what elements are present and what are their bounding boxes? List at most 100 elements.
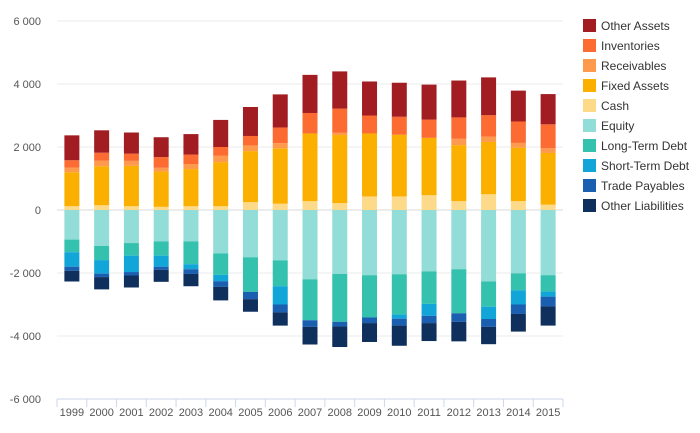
bar-segment	[332, 326, 348, 348]
bar-segment	[481, 318, 497, 327]
bar-segment	[183, 264, 199, 270]
bar-segment	[153, 269, 169, 282]
legend-label: Long-Term Debt	[601, 139, 688, 153]
bar-segment	[123, 243, 139, 256]
bar-segment	[332, 71, 348, 109]
bar-segment	[362, 317, 378, 324]
bar-segment	[481, 194, 497, 210]
bar-segment	[153, 206, 169, 210]
x-tick-label: 2001	[119, 407, 143, 419]
bar-segment	[94, 130, 110, 153]
legend-swatch	[583, 39, 596, 52]
bar-segment	[451, 313, 467, 322]
legend-swatch	[583, 19, 596, 32]
legend-label: Cash	[601, 99, 629, 113]
bar-segment	[242, 210, 258, 258]
bar-segment	[94, 205, 110, 210]
bar-segment	[213, 119, 229, 147]
bar-segment	[213, 281, 229, 287]
bar-segment	[64, 206, 80, 210]
bar-segment	[123, 255, 139, 273]
bar-segment	[302, 112, 318, 134]
x-tick-label: 2014	[506, 407, 530, 419]
bar-segment	[481, 115, 497, 137]
bar-segment	[242, 135, 258, 146]
bar-segment	[332, 108, 348, 133]
bar-segment	[213, 162, 229, 207]
x-axis: 1999 2000 2001 2002 2003 2004 2005 2006 2007 2008…	[56, 398, 564, 419]
legend-swatch	[583, 139, 596, 152]
bar-segment	[362, 275, 378, 318]
bar-segment	[451, 210, 467, 270]
y-tick-label: 2 000	[13, 142, 41, 154]
bar-segment	[481, 306, 497, 319]
bar-segment	[123, 210, 139, 244]
legend-label: Other Assets	[601, 19, 670, 33]
legend-label: Receivables	[601, 59, 666, 73]
bar-segment	[302, 279, 318, 321]
bar-segment	[451, 201, 467, 210]
bar-segment	[481, 326, 497, 345]
bar-segment	[123, 272, 139, 276]
bar-segment	[64, 239, 80, 253]
bar-segment	[302, 326, 318, 345]
x-tick-label: 2000	[89, 407, 113, 419]
bar-segment	[391, 82, 407, 117]
bar-segment	[451, 145, 467, 202]
bar-segment	[510, 273, 526, 291]
bar-segment	[123, 275, 139, 288]
bar-segment	[540, 152, 556, 205]
bar-segment	[94, 160, 110, 167]
bar-segment	[332, 321, 348, 327]
bar-segment	[421, 315, 437, 324]
bar-segment	[94, 245, 110, 261]
x-tick-label: 2012	[447, 407, 471, 419]
bar-segment	[272, 286, 288, 305]
bar-segment	[421, 195, 437, 210]
bar-segment	[391, 134, 407, 197]
bar-segment	[272, 94, 288, 128]
bar-segment	[540, 275, 556, 292]
bar-segment	[510, 304, 526, 314]
bar-segment	[362, 115, 378, 134]
bar-segment	[183, 241, 199, 265]
bar-segment	[272, 127, 288, 144]
bar-segment	[242, 291, 258, 300]
legend-swatch	[583, 59, 596, 72]
bar-segment	[242, 145, 258, 152]
bar-segment	[451, 138, 467, 146]
bar-segment	[332, 273, 348, 322]
bar-segment	[153, 266, 169, 270]
bar-segment	[123, 165, 139, 207]
bar-segment	[540, 94, 556, 125]
y-tick-label: 0	[35, 205, 41, 217]
bar-segment	[64, 167, 80, 173]
bar-segment	[391, 116, 407, 135]
bar-segment	[213, 286, 229, 301]
bar-segment	[242, 202, 258, 210]
bar-segment	[421, 137, 437, 196]
y-tick-label: 4 000	[13, 79, 41, 91]
bar-segment	[64, 135, 80, 161]
bar-segment	[94, 277, 110, 290]
bar-segment	[213, 210, 229, 254]
bar-segment	[391, 210, 407, 275]
bar-segment	[64, 266, 80, 271]
bar-segment	[242, 106, 258, 136]
bar-segment	[213, 147, 229, 156]
bar-segment	[362, 81, 378, 116]
legend-label: Other Liabilities	[601, 199, 684, 213]
x-tick-label: 2011	[417, 407, 441, 419]
bar-segment	[481, 141, 497, 195]
bar-segment	[421, 303, 437, 316]
y-tick-label: -4 000	[10, 331, 41, 343]
bar-segment	[362, 210, 378, 276]
bar-segment	[183, 206, 199, 210]
bar-segment	[64, 172, 80, 207]
legend-label: Trade Payables	[601, 179, 685, 193]
bar-segment	[94, 273, 110, 278]
legend-label: Fixed Assets	[601, 79, 669, 93]
bar-segment	[332, 210, 348, 274]
x-tick-label: 2005	[238, 407, 262, 419]
